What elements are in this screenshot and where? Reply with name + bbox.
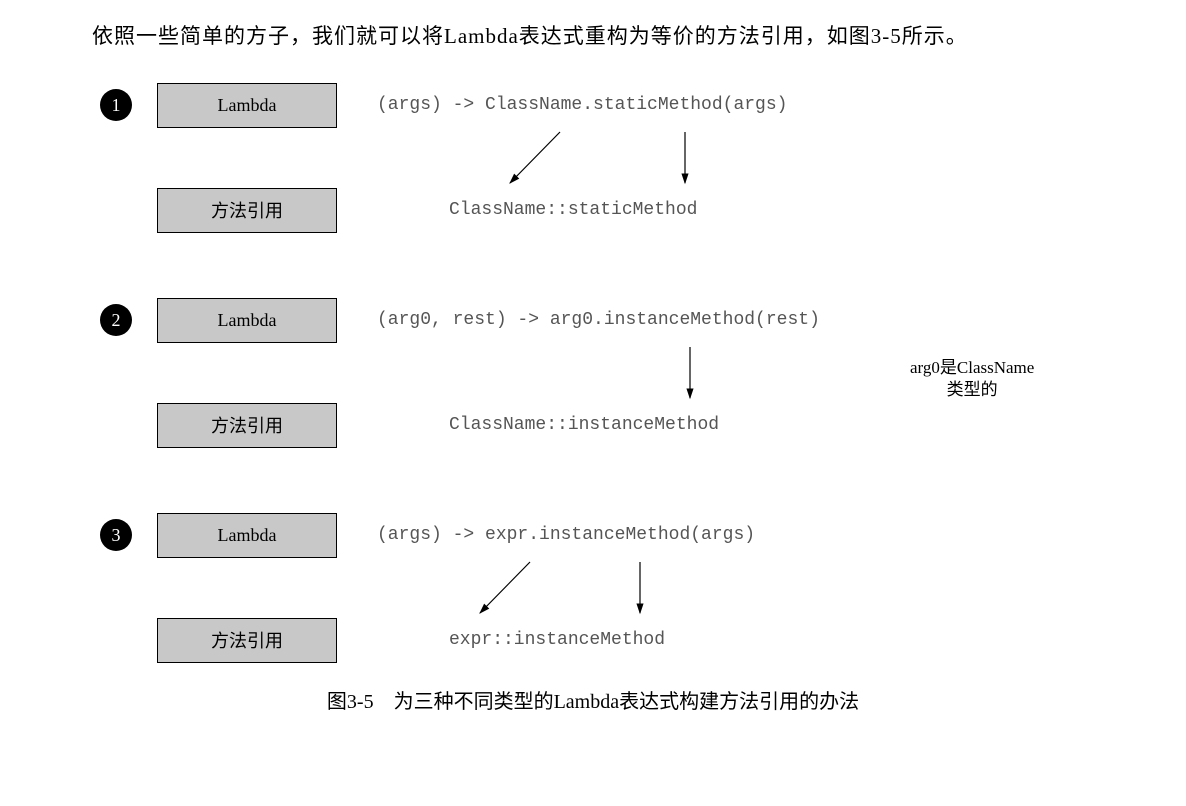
section-3-lambda-row: 3 Lambda (args) -> expr.instanceMethod(a… <box>100 510 1136 560</box>
section-2-ref-row: 方法引用 ClassName::instanceMethod <box>100 400 1136 450</box>
lambda-code-2: (arg0, rest) -> arg0.instanceMethod(rest… <box>377 310 820 330</box>
number-circle-1: 1 <box>100 89 132 121</box>
lambda-code-1: (args) -> ClassName.staticMethod(args) <box>377 95 787 115</box>
section-1-ref-row: 方法引用 ClassName::staticMethod <box>100 185 1136 235</box>
section-3-ref-row: 方法引用 expr::instanceMethod <box>100 615 1136 665</box>
section-1-lambda-row: 1 Lambda (args) -> ClassName.staticMetho… <box>100 80 1136 130</box>
section-2-arrows: arg0是ClassName 类型的 <box>100 345 1136 400</box>
lambda-label-3: Lambda <box>157 513 337 558</box>
ref-label-2: 方法引用 <box>157 403 337 448</box>
figure-caption: 图3-5 为三种不同类型的Lambda表达式构建方法引用的办法 <box>50 685 1136 714</box>
section-3: 3 Lambda (args) -> expr.instanceMethod(a… <box>50 510 1136 665</box>
ref-label-1: 方法引用 <box>157 188 337 233</box>
section-3-arrows <box>100 560 1136 615</box>
lambda-label-1: Lambda <box>157 83 337 128</box>
number-circle-2: 2 <box>100 304 132 336</box>
ref-label-3: 方法引用 <box>157 618 337 663</box>
lambda-code-3: (args) -> expr.instanceMethod(args) <box>377 525 755 545</box>
annotation-2-line1: arg0是ClassName <box>910 358 1034 377</box>
annotation-2-line2: 类型的 <box>947 380 998 399</box>
section-1-arrows <box>100 130 1136 185</box>
section-1: 1 Lambda (args) -> ClassName.staticMetho… <box>50 80 1136 235</box>
lambda-label-2: Lambda <box>157 298 337 343</box>
ref-code-1: ClassName::staticMethod <box>377 200 697 220</box>
ref-code-2: ClassName::instanceMethod <box>377 415 719 435</box>
ref-code-3: expr::instanceMethod <box>377 630 665 650</box>
section-2-lambda-row: 2 Lambda (arg0, rest) -> arg0.instanceMe… <box>100 295 1136 345</box>
annotation-2: arg0是ClassName 类型的 <box>910 357 1034 401</box>
section-2: 2 Lambda (arg0, rest) -> arg0.instanceMe… <box>50 295 1136 450</box>
intro-text: 依照一些简单的方子，我们就可以将Lambda表达式重构为等价的方法引用，如图3-… <box>50 20 1136 50</box>
number-circle-3: 3 <box>100 519 132 551</box>
